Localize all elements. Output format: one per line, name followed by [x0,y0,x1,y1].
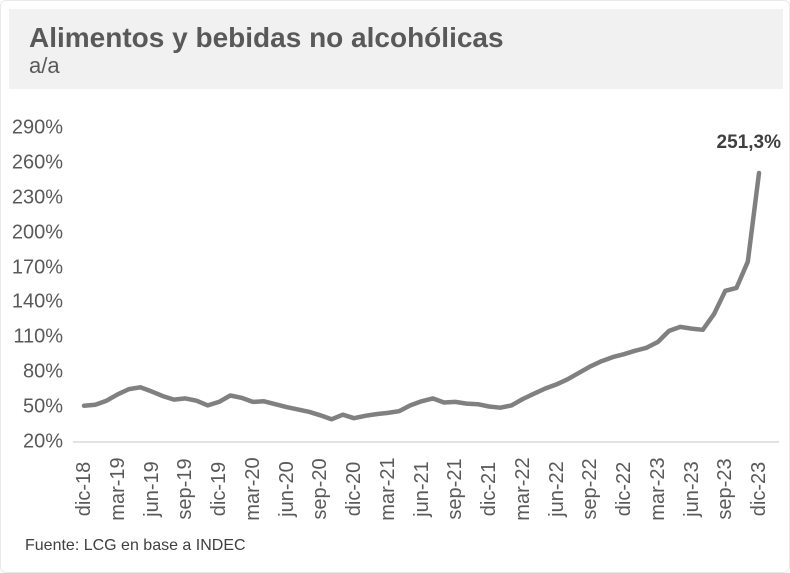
chart-header: Alimentos y bebidas no alcohólicas a/a [9,9,783,89]
last-point-data-label: 251,3% [716,132,781,153]
chart-title: Alimentos y bebidas no alcohólicas [29,22,504,53]
y-tick-label: 260% [11,151,63,174]
series-line [81,170,762,422]
y-tick-label: 140% [11,290,63,313]
y-tick-label: 230% [11,186,63,209]
y-tick-label: 170% [11,256,63,279]
chart-subtitle: a/a [29,53,60,78]
y-tick-label: 80% [22,360,63,383]
y-tick-label: 50% [22,395,63,418]
y-tick-label: 20% [22,430,63,453]
y-tick-label: 290% [11,116,63,139]
source-note: Fuente: LCG en base a INDEC [25,537,246,554]
y-tick-label: 110% [13,325,63,348]
y-tick-label: 200% [11,221,63,244]
